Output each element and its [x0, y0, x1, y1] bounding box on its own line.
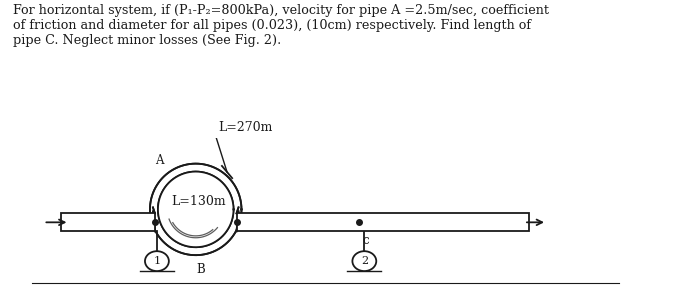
Ellipse shape: [145, 251, 169, 271]
Text: B: B: [197, 263, 205, 276]
Ellipse shape: [353, 251, 376, 271]
FancyBboxPatch shape: [61, 213, 155, 231]
Polygon shape: [153, 208, 155, 231]
Text: For horizontal system, if (P₁-P₂=800kPa), velocity for pipe A =2.5m/sec, coeffic: For horizontal system, if (P₁-P₂=800kPa)…: [13, 4, 549, 47]
Text: 1: 1: [153, 256, 160, 266]
Text: c: c: [362, 234, 369, 247]
FancyBboxPatch shape: [236, 213, 529, 231]
Text: 2: 2: [361, 256, 368, 266]
Text: L=130m: L=130m: [171, 195, 225, 208]
Text: L=270m: L=270m: [219, 121, 273, 134]
Text: A: A: [155, 154, 164, 167]
Polygon shape: [236, 208, 238, 231]
Circle shape: [159, 172, 233, 246]
